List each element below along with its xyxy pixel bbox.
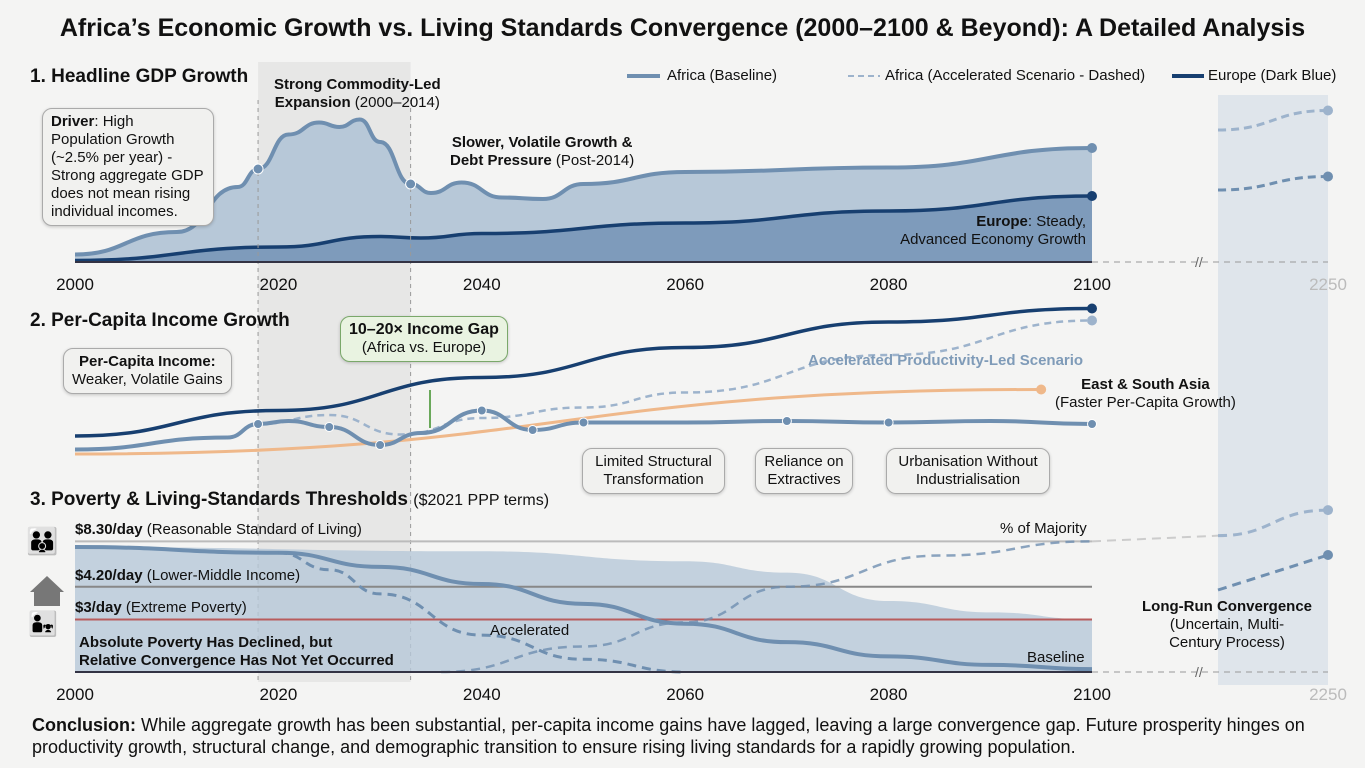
majority-gap bbox=[1091, 534, 1219, 543]
data-point bbox=[1087, 143, 1097, 153]
x-tick-label: 2060 bbox=[666, 685, 704, 704]
data-point bbox=[476, 405, 487, 416]
callout-extractives: Reliance on Extractives bbox=[755, 448, 853, 494]
data-point bbox=[578, 417, 589, 428]
europe-gdp-line bbox=[74, 194, 1093, 263]
x-tick-label: 2100 bbox=[1073, 685, 1111, 704]
europe-income-line bbox=[74, 306, 1093, 438]
x-tick-label: 2250 bbox=[1309, 685, 1347, 704]
data-point bbox=[324, 422, 335, 432]
family-icon: 👪 bbox=[26, 526, 58, 556]
data-point bbox=[1323, 505, 1333, 516]
legend-europe: Europe (Dark Blue) bbox=[1208, 67, 1337, 84]
house-icon bbox=[30, 576, 64, 606]
data-point bbox=[375, 440, 386, 450]
x-tick-label: 2080 bbox=[870, 685, 908, 704]
x-tick-label: 2000 bbox=[56, 275, 94, 294]
gap-callout: 10–20× Income Gap (Africa vs. Europe) bbox=[340, 316, 508, 362]
x-tick-label: 2100 bbox=[1073, 275, 1111, 294]
europe-beyond-line bbox=[1217, 175, 1329, 192]
population-area bbox=[75, 547, 1092, 672]
x-tick-label: 2040 bbox=[463, 685, 501, 704]
conclusion: Conclusion: While aggregate growth has b… bbox=[32, 715, 1305, 757]
callout-structural: Limited Structural Transformation bbox=[582, 448, 725, 494]
data-point bbox=[1087, 315, 1097, 326]
legend-accel: Africa (Accelerated Scenario - Dashed) bbox=[885, 67, 1146, 84]
x-tick-label: 2020 bbox=[259, 275, 297, 294]
x-tick-label: 2020 bbox=[259, 685, 297, 704]
x-tick-label: 2040 bbox=[463, 275, 501, 294]
majority-line bbox=[441, 540, 1093, 674]
callout-urbanisation: Urbanisation Without Industrialisation bbox=[886, 448, 1050, 494]
pci-callout: Per-Capita Income: Weaker, Volatile Gains bbox=[63, 348, 232, 394]
data-point bbox=[1087, 303, 1097, 314]
baseline-poverty-line bbox=[74, 545, 1093, 672]
driver-callout: Driver: High Population Growth (~2.5% pe… bbox=[42, 108, 214, 226]
panel1-title: 1. Headline GDP Growth bbox=[30, 66, 249, 87]
majority-beyond-line bbox=[1217, 508, 1329, 538]
accel-poverty-line bbox=[278, 551, 686, 674]
data-point bbox=[781, 416, 792, 426]
data-point bbox=[253, 419, 264, 429]
x-tick-label: 2250 bbox=[1309, 275, 1347, 294]
data-point bbox=[1323, 550, 1333, 560]
data-point bbox=[883, 417, 894, 428]
x-tick-label: 2060 bbox=[666, 275, 704, 294]
data-point bbox=[252, 163, 264, 175]
axis-break-mark: // bbox=[1195, 664, 1203, 680]
x-tick-label: 2000 bbox=[56, 685, 94, 704]
asia-line bbox=[74, 388, 1042, 456]
data-point bbox=[405, 178, 417, 190]
axis-break-mark: // bbox=[1195, 254, 1203, 270]
title: Africa’s Economic Growth vs. Living Stan… bbox=[59, 14, 1306, 42]
data-point bbox=[1087, 191, 1097, 201]
legend-africa: Africa (Baseline) bbox=[667, 67, 778, 84]
baseline-beyond-line bbox=[1217, 553, 1329, 592]
x-tick-label: 2080 bbox=[870, 275, 908, 294]
data-point bbox=[1087, 419, 1097, 429]
africa-income-line bbox=[74, 408, 1093, 452]
poverty-family-icon: 👨‍👧 bbox=[28, 610, 58, 638]
beyond-band bbox=[1218, 95, 1328, 685]
panel3-title: 3. Poverty & Living-Standards Thresholds… bbox=[30, 489, 550, 510]
accel-beyond-line bbox=[1217, 109, 1329, 132]
panel2-title: 2. Per-Capita Income Growth bbox=[30, 310, 290, 331]
data-point bbox=[1323, 171, 1333, 182]
data-point bbox=[1036, 384, 1047, 395]
data-point bbox=[527, 425, 538, 435]
data-point bbox=[1323, 105, 1333, 116]
